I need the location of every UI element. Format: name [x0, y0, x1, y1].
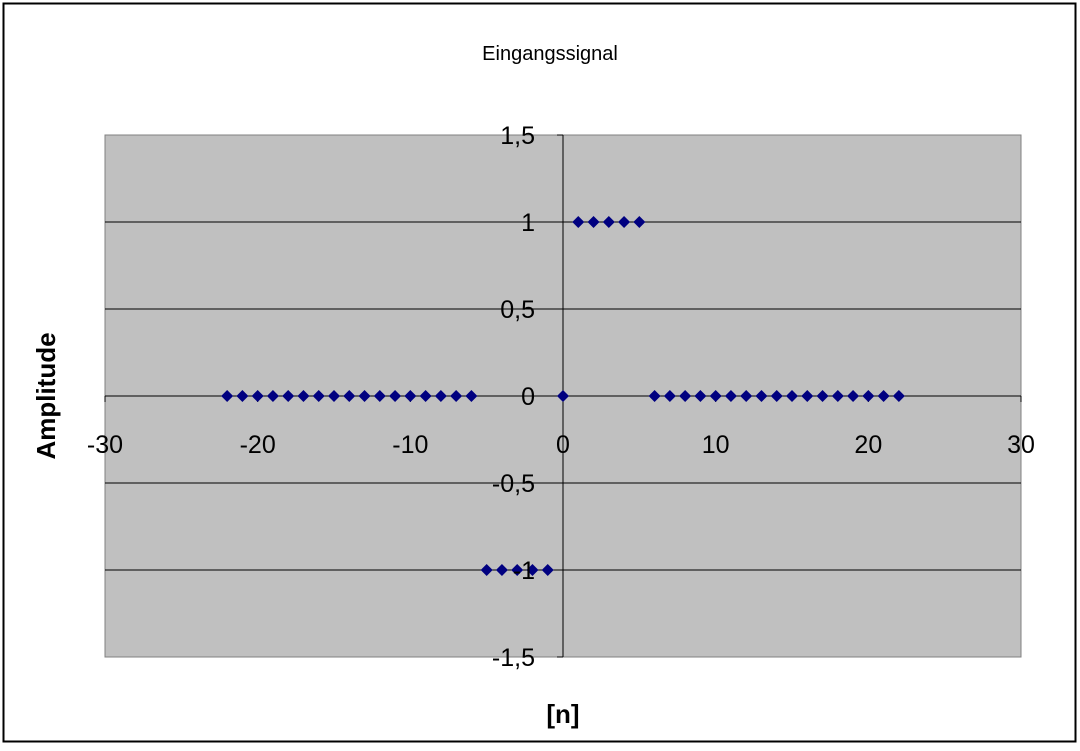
- data-point: [755, 390, 768, 402]
- data-point: [602, 216, 615, 228]
- y-tick-label: -1: [513, 557, 535, 585]
- data-point: [236, 390, 249, 402]
- data-point: [434, 390, 447, 402]
- data-point: [495, 564, 508, 576]
- data-point: [312, 390, 325, 402]
- y-tick-label: -1,5: [492, 644, 535, 672]
- x-tick-label: -30: [87, 431, 123, 459]
- data-point: [343, 390, 356, 402]
- data-point: [541, 564, 554, 576]
- data-point: [266, 390, 279, 402]
- data-point: [740, 390, 753, 402]
- data-point: [694, 390, 707, 402]
- data-point: [786, 390, 798, 402]
- data-point: [389, 390, 402, 402]
- data-point: [587, 216, 600, 228]
- data-point: [419, 390, 432, 402]
- data-point: [862, 390, 875, 402]
- data-point: [511, 564, 524, 576]
- data-point: [450, 390, 463, 402]
- data-point: [465, 390, 478, 402]
- data-point: [221, 390, 234, 402]
- x-tick-label: 20: [854, 431, 882, 459]
- data-point: [679, 390, 692, 402]
- data-point: [770, 390, 783, 402]
- chart-title: Eingangssignal: [482, 43, 618, 65]
- data-point: [877, 390, 890, 402]
- x-tick-label: 10: [702, 431, 730, 459]
- tick-labels: -30 -20 -10 0 10 20 30 1,5 1 0,5 0 -0,5 -1 -1,5: [87, 122, 1035, 672]
- x-axis-label: [n]: [546, 699, 579, 729]
- y-tick-label: -0,5: [492, 470, 535, 498]
- y-tick-label: 0: [521, 383, 535, 411]
- data-markers: [221, 216, 905, 576]
- y-tick-label: 0,5: [500, 296, 535, 324]
- data-point: [282, 390, 295, 402]
- data-point: [297, 390, 310, 402]
- x-tick-label: -20: [240, 431, 276, 459]
- y-axis-label: Amplitude: [31, 332, 61, 459]
- data-point: [816, 390, 829, 402]
- x-tick-label: 0: [556, 431, 570, 459]
- data-point: [892, 390, 905, 402]
- data-point: [648, 390, 661, 402]
- x-tick-label: -10: [392, 431, 428, 459]
- data-point: [251, 390, 264, 402]
- data-point: [663, 390, 676, 402]
- y-tick-label: 1,5: [500, 122, 535, 150]
- data-point: [328, 390, 340, 402]
- data-point: [373, 390, 386, 402]
- x-tick-label: 30: [1007, 431, 1035, 459]
- data-point: [831, 390, 844, 402]
- data-point: [526, 564, 539, 576]
- y-tick-label: 1: [521, 209, 535, 237]
- data-point: [709, 390, 722, 402]
- data-point: [480, 564, 493, 576]
- data-point: [404, 390, 417, 402]
- data-point: [358, 390, 371, 402]
- data-point: [801, 390, 814, 402]
- data-point: [724, 390, 737, 402]
- data-point: [633, 216, 646, 228]
- data-point: [557, 390, 569, 402]
- data-point: [847, 390, 860, 402]
- data-point: [572, 216, 585, 228]
- data-point: [618, 216, 631, 228]
